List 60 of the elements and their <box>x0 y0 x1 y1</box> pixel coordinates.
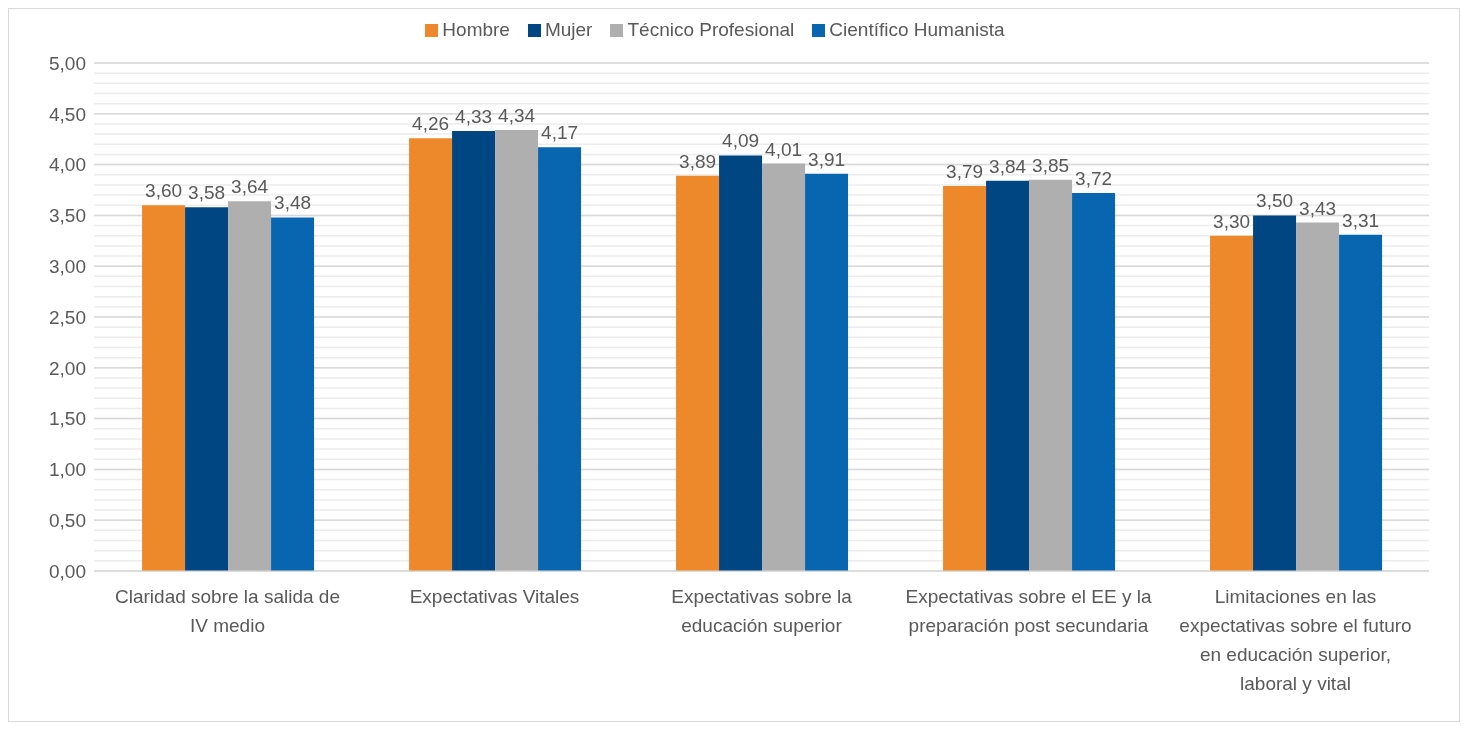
legend-label: Mujer <box>544 19 593 40</box>
x-tick-label: Limitaciones en las expectativas sobre el futuro en educación superior, laboral y vital <box>1179 586 1412 694</box>
x-tick-label: Expectativas sobre la educación superior <box>671 586 853 636</box>
bar <box>943 185 987 571</box>
y-tick-label: 0,50 <box>49 509 86 531</box>
data-label: 4,09 <box>722 130 760 152</box>
x-tick-label: Expectativas sobre el EE y la preparación post secundaria <box>905 586 1152 636</box>
bar <box>805 173 849 571</box>
data-label: 3,72 <box>1075 168 1113 190</box>
bar <box>185 207 229 571</box>
y-tick-label: 0,00 <box>49 560 86 582</box>
bar <box>409 138 453 571</box>
data-label: 4,17 <box>541 122 579 144</box>
data-label: 3,60 <box>145 180 183 202</box>
data-label: 3,85 <box>1032 154 1070 176</box>
bar <box>142 205 186 571</box>
bar <box>538 147 582 571</box>
data-label: 3,64 <box>231 176 269 198</box>
y-tick-label: 3,50 <box>49 205 86 227</box>
data-label: 3,91 <box>808 148 846 170</box>
y-tick-label: 2,00 <box>49 357 86 379</box>
bar <box>1029 179 1073 571</box>
bar <box>1339 234 1383 571</box>
y-tick-label: 4,00 <box>49 154 86 176</box>
y-tick-label: 3,00 <box>49 255 86 277</box>
y-tick-label: 1,50 <box>49 408 86 430</box>
data-label: 4,34 <box>498 105 536 127</box>
data-label: 3,48 <box>274 192 312 214</box>
bar <box>762 163 806 571</box>
bar <box>1072 193 1116 571</box>
legend-label: Científico Humanista <box>829 19 1005 40</box>
bar <box>1210 235 1254 571</box>
data-label: 4,26 <box>412 113 450 135</box>
data-label: 3,43 <box>1299 197 1337 219</box>
data-label: 3,89 <box>679 150 717 172</box>
bar <box>1296 222 1340 571</box>
data-label: 3,31 <box>1342 209 1380 231</box>
bar <box>271 217 315 571</box>
data-label: 3,30 <box>1213 210 1251 232</box>
bar <box>1253 215 1297 571</box>
y-tick-label: 1,00 <box>49 459 86 481</box>
data-label: 3,79 <box>946 160 984 182</box>
legend-label: Hombre <box>442 19 510 40</box>
bar <box>228 201 272 571</box>
bar <box>495 130 539 571</box>
legend-label: Técnico Profesional <box>627 19 795 40</box>
y-tick-label: 5,00 <box>49 52 86 74</box>
bar <box>719 155 763 571</box>
y-tick-label: 4,50 <box>49 103 86 125</box>
bar <box>676 175 720 571</box>
bar <box>986 180 1030 571</box>
data-label: 4,01 <box>765 138 803 160</box>
data-label: 3,58 <box>188 182 226 204</box>
x-tick-label: Expectativas Vitales <box>409 586 580 607</box>
y-tick-label: 2,50 <box>49 306 86 328</box>
data-label: 4,33 <box>455 106 493 128</box>
bar <box>452 131 496 571</box>
data-label: 3,50 <box>1256 190 1294 212</box>
x-tick-label: Claridad sobre la salida de IV medio <box>115 586 340 636</box>
data-label: 3,84 <box>989 155 1027 177</box>
